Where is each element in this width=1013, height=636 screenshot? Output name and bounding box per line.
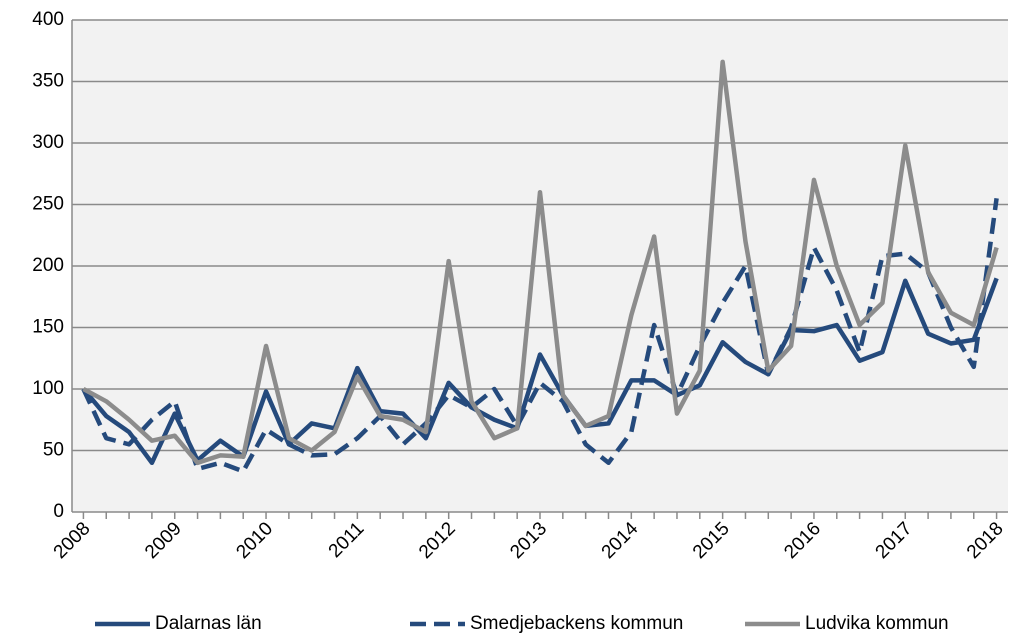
x-tick-label: 2008 [50, 518, 95, 563]
x-tick-label: 2016 [780, 518, 825, 563]
x-tick-label: 2017 [872, 518, 917, 563]
series-line [81, 277, 999, 466]
x-tick-label: 2015 [689, 518, 734, 563]
x-tick-label: 2012 [415, 518, 460, 563]
x-tick-label: 2010 [232, 518, 277, 563]
x-tick-label: 2014 [598, 518, 643, 563]
y-tick-label: 200 [32, 255, 64, 276]
y-tick-label: 300 [32, 132, 64, 153]
legend-label: Smedjebackens kommun [470, 613, 683, 634]
x-tick-label: 2009 [141, 518, 186, 563]
y-tick-label: 250 [32, 194, 64, 215]
x-tick-label: 2011 [325, 518, 369, 562]
legend-label: Dalarnas län [155, 613, 262, 634]
series-line [81, 198, 999, 474]
y-tick-label: 400 [32, 9, 64, 30]
y-tick-label: 100 [32, 378, 64, 399]
x-tick-label: 2018 [963, 518, 1008, 563]
y-tick-label: 50 [43, 440, 64, 461]
y-tick-label: 0 [53, 501, 64, 522]
y-tick-label: 150 [32, 317, 64, 338]
series-line [82, 59, 999, 466]
y-tick-label: 350 [32, 71, 64, 92]
x-tick-label: 2013 [506, 518, 551, 563]
legend-label: Ludvika kommun [805, 613, 949, 634]
